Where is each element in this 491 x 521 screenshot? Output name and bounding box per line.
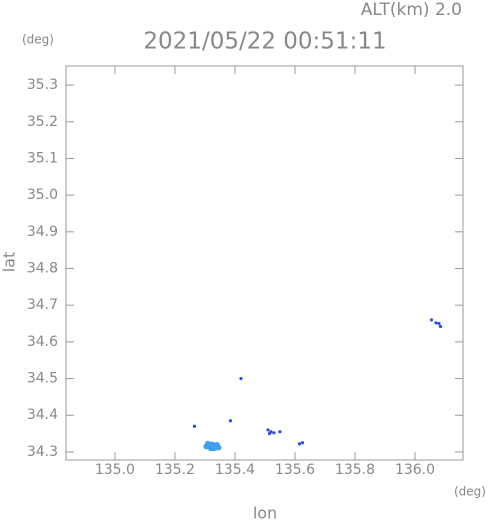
y-tick-label: 34.7 [27, 297, 58, 313]
echo-point [213, 441, 220, 448]
echo-point [278, 430, 282, 434]
y-tick-label: 35.3 [27, 77, 58, 93]
echo-point [269, 430, 273, 434]
chart-title: 2021/05/22 00:51:11 [143, 29, 386, 55]
x-tick-label: 136.0 [395, 462, 435, 478]
echo-point [204, 440, 211, 447]
echo-point [437, 321, 441, 326]
y-tick-label: 34.8 [27, 261, 58, 277]
echo-point [429, 318, 434, 322]
y-axis-label: lat [0, 252, 19, 273]
x-tick-label: 135.6 [275, 462, 315, 478]
x-axis-label: lon [253, 504, 277, 521]
echo-point [272, 431, 276, 435]
echo-point [266, 428, 270, 432]
y-tick-label: 34.3 [27, 444, 58, 460]
y-tick-label: 35.1 [27, 150, 58, 166]
y-tick-label: 35.0 [27, 187, 58, 203]
echo-point [192, 424, 197, 428]
echo-point [239, 376, 243, 381]
y-tick-label: 34.6 [27, 334, 58, 350]
x-unit: (deg) [454, 485, 486, 499]
x-tick-label: 135.0 [95, 462, 135, 478]
x-tick-label: 135.8 [335, 462, 375, 478]
y-tick-label: 34.4 [27, 407, 58, 423]
echo-point [297, 442, 302, 446]
echo-point [434, 321, 438, 325]
plot-frame [65, 65, 464, 461]
echo-point [300, 441, 305, 445]
y-tick-label: 34.5 [27, 371, 58, 387]
x-tick-label: 135.4 [215, 462, 255, 478]
altitude-label: ALT(km) 2.0 [361, 0, 462, 20]
echo-point [228, 419, 233, 423]
echo-point [438, 324, 443, 329]
y-tick-label: 35.2 [27, 114, 58, 130]
x-tick-label: 135.2 [155, 462, 195, 478]
y-unit: (deg) [22, 33, 54, 47]
y-tick-label: 34.9 [27, 224, 58, 240]
